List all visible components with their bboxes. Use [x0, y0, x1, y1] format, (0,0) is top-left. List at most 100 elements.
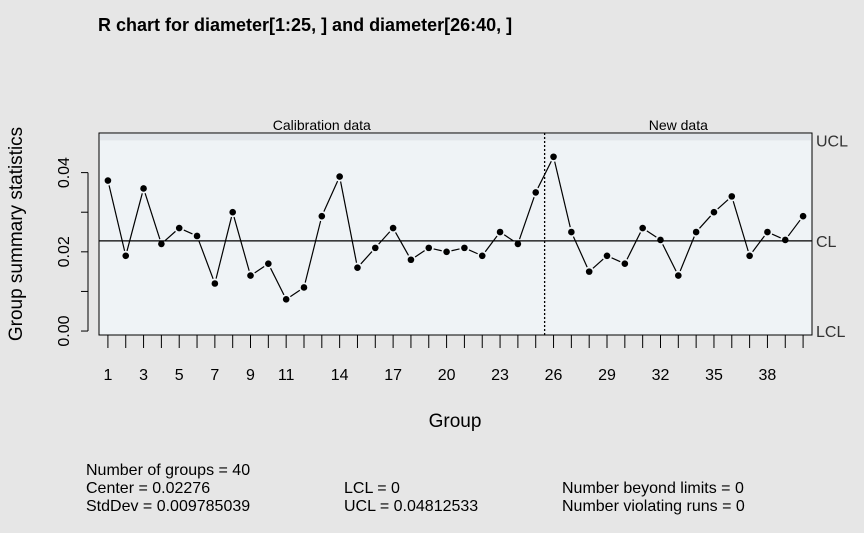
data-point [425, 244, 433, 252]
series-segment [215, 216, 233, 279]
series-segment [503, 234, 515, 242]
series-segment [433, 248, 442, 252]
series-segment [108, 185, 126, 252]
data-point [461, 244, 468, 252]
series-segment [732, 200, 749, 252]
stats-col-2: LCL = 0 UCL = 0.04812533 [344, 480, 478, 516]
beyond-ucl-band [100, 134, 811, 141]
series-segment [360, 251, 373, 265]
series-segment [572, 236, 588, 268]
series-segment [554, 161, 571, 228]
stat-stddev: StdDev = 0.009785039 [86, 498, 251, 515]
data-point [336, 173, 343, 180]
series-segment [144, 193, 161, 240]
series-segment [323, 180, 339, 212]
series-segment [771, 233, 781, 239]
data-point [371, 244, 379, 252]
data-point [692, 228, 700, 236]
data-point [746, 252, 753, 260]
x-tick-label: 9 [246, 367, 255, 384]
data-point [675, 272, 682, 279]
y-axis-label: Group summary statistics [6, 127, 27, 341]
stat-lcl: LCL = 0 [344, 480, 400, 497]
data-point [621, 260, 629, 268]
data-point [585, 268, 593, 275]
series-segment [699, 215, 712, 229]
series-segment [468, 249, 478, 255]
data-point [158, 240, 165, 248]
stat-ucl: UCL = 0.04812533 [344, 498, 479, 515]
section-label: New data [649, 117, 708, 133]
series-segment [233, 216, 250, 271]
data-point [603, 252, 611, 260]
data-point [657, 236, 664, 244]
series-segment [164, 230, 176, 242]
data-point [764, 228, 771, 236]
x-tick-label: 11 [278, 367, 295, 384]
data-point [211, 280, 219, 287]
stat-beyond: Number beyond limits = 0 [562, 480, 744, 497]
data-point [799, 212, 807, 220]
data-point [407, 256, 415, 264]
series-segment [592, 258, 604, 269]
data-point [122, 252, 130, 260]
data-point [354, 264, 361, 271]
limit-label-ucl: UCL [816, 133, 848, 150]
y-tick-label: 0.04 [56, 157, 73, 188]
stats-col-3: Number beyond limits = 0 Number violatin… [562, 480, 745, 516]
series-segment [717, 199, 729, 210]
data-point [300, 284, 308, 291]
x-tick-label: 20 [438, 367, 456, 384]
data-point [781, 236, 789, 244]
stat-runs: Number violating runs = 0 [562, 498, 745, 515]
x-tick-label: 23 [491, 367, 509, 384]
stat-groups: Number of groups = 40 [86, 462, 251, 479]
data-point [514, 240, 522, 248]
series-segment [611, 257, 621, 263]
data-point [247, 272, 254, 279]
x-tick-label: 35 [705, 367, 723, 384]
series-segment [787, 219, 801, 237]
series-segment [126, 193, 143, 252]
data-point [639, 224, 646, 232]
series-segment [451, 248, 460, 252]
stat-center: Center = 0.02276 [86, 480, 211, 497]
series-segment [198, 240, 214, 280]
x-tick-label: 3 [139, 367, 148, 384]
series-segment [537, 160, 552, 189]
series-segment [270, 267, 285, 296]
series-segment [304, 220, 322, 283]
data-point [550, 153, 557, 161]
data-point [478, 252, 486, 260]
data-point [496, 228, 504, 236]
x-tick-label: 17 [384, 367, 402, 384]
y-tick-label: 0.00 [56, 315, 73, 346]
series-segment [183, 229, 193, 235]
series-segment [289, 289, 301, 298]
limit-label-cl: CL [816, 234, 837, 251]
data-point [104, 177, 112, 184]
series-segment [340, 181, 358, 263]
data-point [282, 296, 290, 303]
series-segment [518, 196, 535, 240]
x-tick-label: 1 [103, 367, 112, 384]
chart-title: R chart for diameter[1:25, ] and diamete… [98, 15, 512, 35]
series-segment [646, 230, 657, 238]
data-point [229, 208, 236, 216]
data-point [710, 208, 718, 216]
series-segment [484, 235, 498, 253]
plot-area [98, 132, 813, 336]
data-point [389, 224, 397, 232]
series-segment [679, 236, 695, 272]
series-segment [254, 265, 265, 274]
x-tick-label: 38 [759, 367, 777, 384]
series-segment [752, 235, 765, 253]
x-tick-label: 7 [210, 367, 219, 384]
series-segment [378, 231, 391, 245]
x-tick-label: 29 [598, 367, 616, 384]
series-segment [662, 244, 677, 272]
data-point [728, 193, 736, 200]
data-point [532, 189, 540, 196]
x-tick-label: 32 [652, 367, 670, 384]
